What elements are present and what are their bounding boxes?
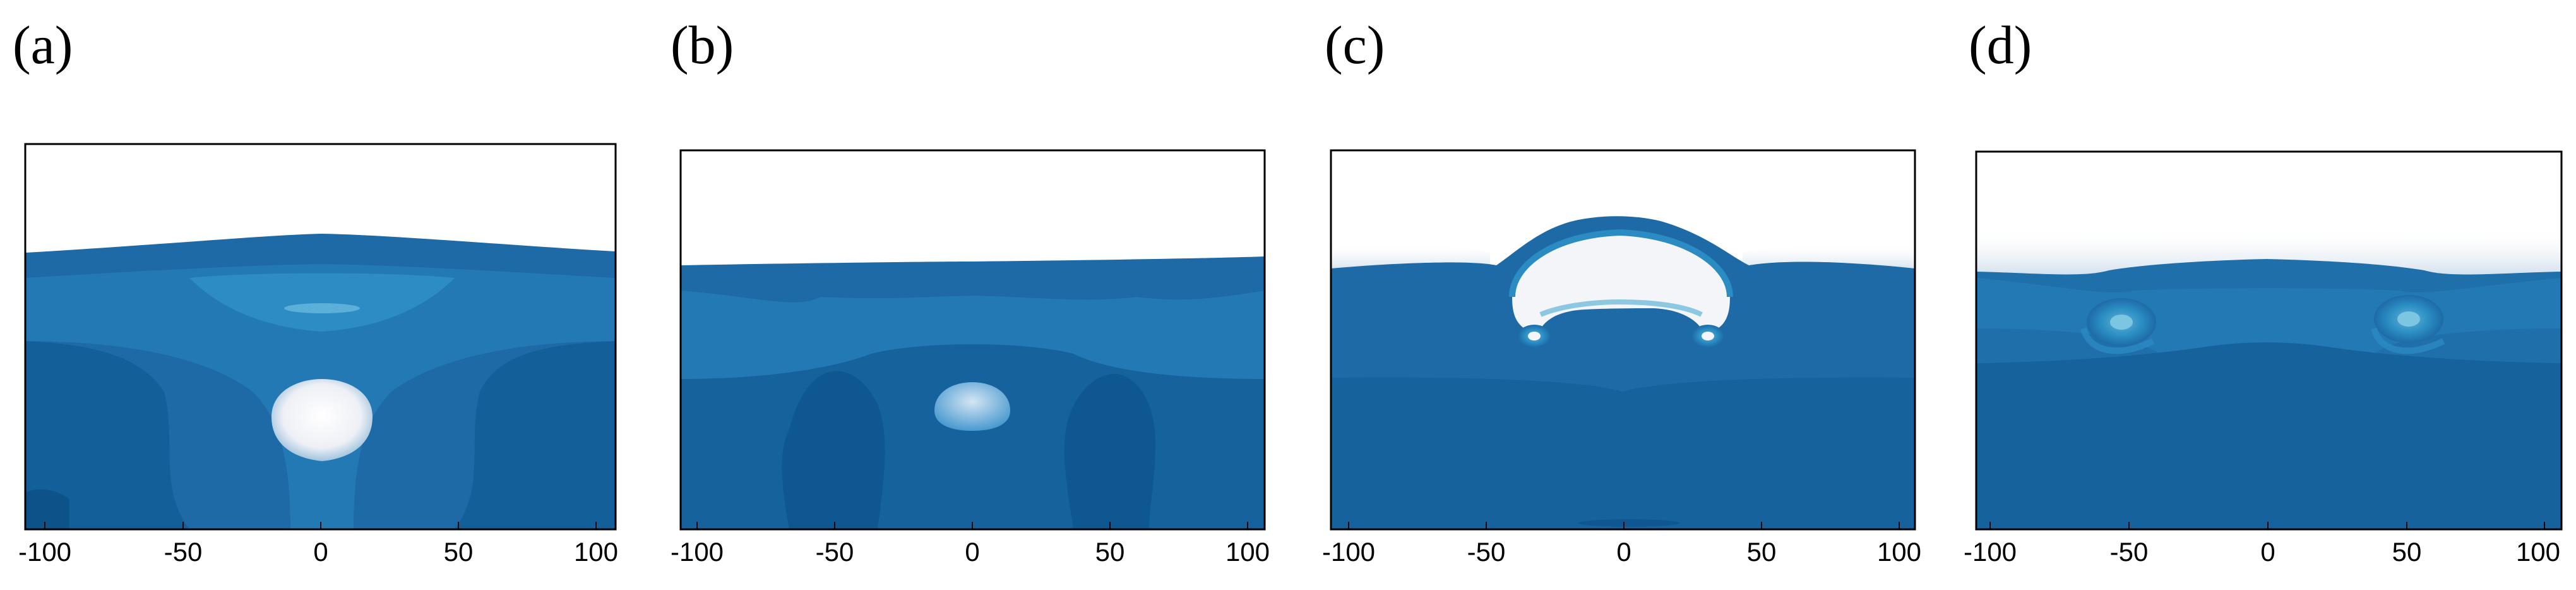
panel-b-label: (b) <box>671 15 734 75</box>
panel-d: (d) -100 -50 0 <box>1964 15 2563 567</box>
tick-label: 50 <box>1747 537 1777 567</box>
panel-d-frame <box>1975 150 2563 531</box>
panel-c-label: (c) <box>1325 15 1385 75</box>
panel-c-frame <box>1330 149 1916 531</box>
tick-label: 0 <box>313 537 328 567</box>
tick-label: -100 <box>671 537 724 567</box>
tick-label: 0 <box>1616 537 1631 567</box>
tick-label: 50 <box>444 537 474 567</box>
tick-label: -50 <box>164 537 203 567</box>
panel-a-label: (a) <box>13 15 73 75</box>
panel-d-x-axis: -100 -50 0 50 100 <box>1964 522 2560 567</box>
panel-b-field <box>681 150 1265 529</box>
tick-label: 100 <box>1877 537 1921 567</box>
panel-a-x-axis: -100 -50 0 50 100 <box>18 522 618 567</box>
panel-c: (c) -1 <box>1322 15 1921 567</box>
panel-d-label: (d) <box>1969 15 2032 75</box>
tick-label: -50 <box>2110 537 2149 567</box>
panel-d-field <box>1976 152 2561 529</box>
tick-label: 50 <box>1095 537 1125 567</box>
tick-label: 0 <box>2260 537 2275 567</box>
tick-label: -50 <box>816 537 854 567</box>
panel-c-field <box>1331 150 1915 529</box>
tick-label: 100 <box>574 537 618 567</box>
tick-label: 0 <box>965 537 979 567</box>
tick-label: 100 <box>1225 537 1270 567</box>
tick-label: -100 <box>1964 537 2017 567</box>
tick-label: 100 <box>2516 537 2560 567</box>
tick-label: 50 <box>2392 537 2422 567</box>
panel-b-x-axis: -100 -50 0 50 100 <box>671 522 1270 567</box>
tick-label: -100 <box>1322 537 1375 567</box>
tick-label: -50 <box>1467 537 1506 567</box>
panel-b: (b) -100 -50 0 50 100 <box>671 15 1270 567</box>
tick-label: -100 <box>18 537 71 567</box>
panel-c-x-axis: -100 -50 0 50 100 <box>1322 522 1921 567</box>
panel-a: (a) -100 -50 0 50 100 <box>13 15 618 567</box>
panel-a-field <box>25 144 616 529</box>
